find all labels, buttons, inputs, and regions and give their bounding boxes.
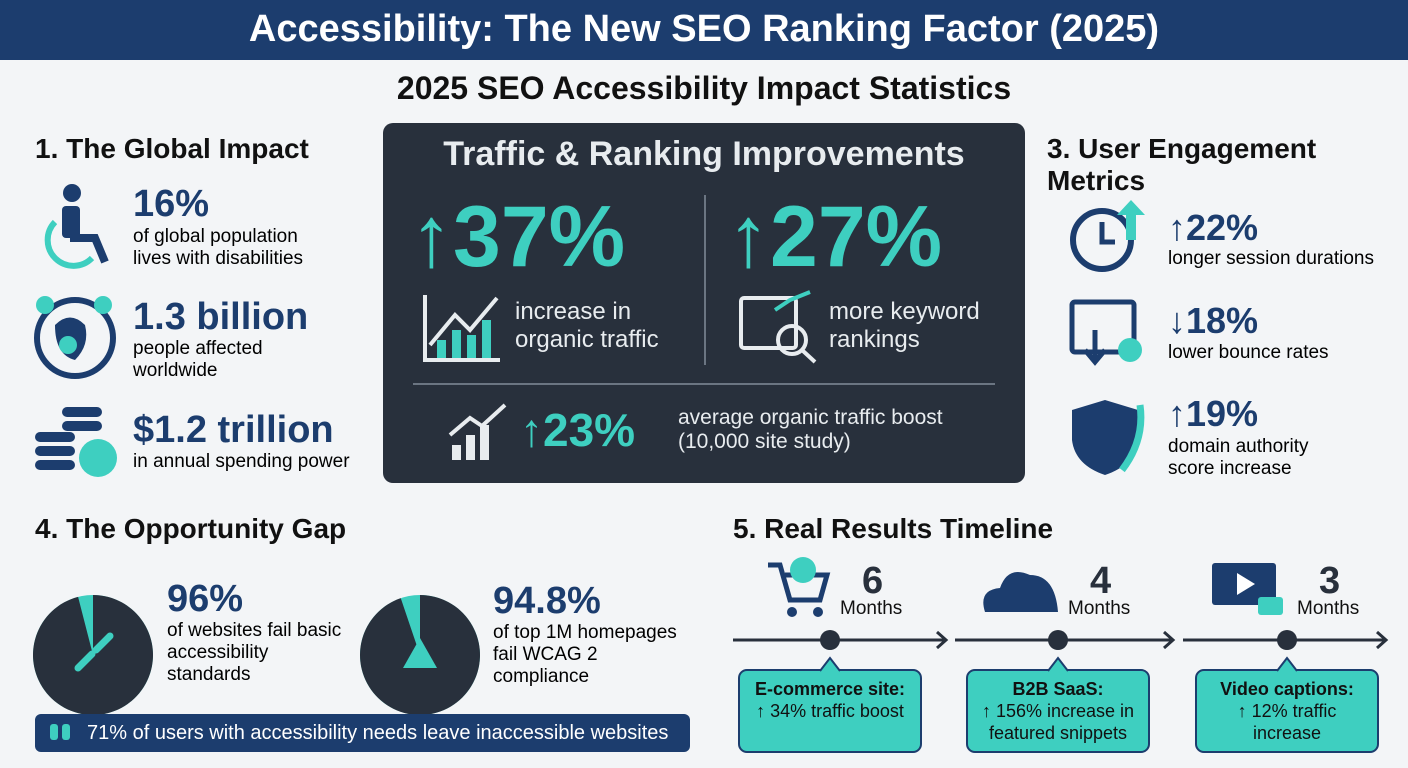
stat-text: people affected worldwide bbox=[133, 338, 263, 381]
box-pointer bbox=[1276, 656, 1298, 672]
stat: 16% bbox=[133, 183, 210, 225]
timeline-unit: Months bbox=[840, 598, 903, 619]
panel-heading: Traffic & Ranking Improvements bbox=[443, 135, 965, 173]
timeline-icons bbox=[768, 557, 1283, 617]
stat: 1.3 billion bbox=[133, 296, 309, 338]
coins-icon bbox=[35, 407, 117, 477]
timeline-dot bbox=[1048, 630, 1068, 650]
timeline-dot bbox=[820, 630, 840, 650]
subtitle: 2025 SEO Accessibility Impact Statistics bbox=[396, 70, 1012, 106]
stat-text: of top 1M homepages fail WCAG 2 complian… bbox=[493, 622, 677, 687]
stat-text: longer session durations bbox=[1168, 248, 1374, 269]
stat-text: domain authority score increase bbox=[1168, 436, 1309, 479]
quote-icon bbox=[50, 724, 58, 740]
stat: ↑19% bbox=[1168, 393, 1259, 434]
stat-text: increase in organic traffic bbox=[515, 298, 659, 353]
section-heading: 4. The Opportunity Gap bbox=[35, 513, 347, 544]
stat: $1.2 trillion bbox=[133, 409, 334, 451]
result-text: ↑ 34% traffic boost bbox=[756, 701, 904, 721]
stat-text: of websites fail basic accessibility sta… bbox=[167, 620, 342, 685]
quote-bar bbox=[35, 714, 690, 752]
stat-text: average organic traffic boost (10,000 si… bbox=[678, 406, 943, 454]
chart-icon bbox=[423, 295, 500, 362]
result-title: B2B SaaS: bbox=[1012, 679, 1104, 699]
box-pointer bbox=[1047, 656, 1069, 672]
result-text: ↑ 156% increase in featured snippets bbox=[981, 701, 1135, 743]
bounce-icon bbox=[1069, 299, 1142, 366]
stat-text: of global population lives with disabili… bbox=[133, 226, 304, 269]
stat-text: more keyword rankings bbox=[829, 298, 980, 353]
quote-icon bbox=[62, 724, 70, 740]
stat: 96% bbox=[167, 578, 244, 620]
stat: ↑22% bbox=[1168, 207, 1259, 248]
timeline-unit: Months bbox=[1297, 598, 1360, 619]
timeline-number: 4 bbox=[1090, 560, 1112, 602]
title: Accessibility: The New SEO Ranking Facto… bbox=[248, 8, 1160, 50]
stat: ↓18% bbox=[1168, 300, 1259, 341]
stat: ↑23% bbox=[520, 404, 636, 456]
timeline-dot bbox=[1277, 630, 1297, 650]
search-icon bbox=[739, 290, 817, 364]
result-title: Video captions: bbox=[1220, 679, 1354, 699]
section-heading: 5. Real Results Timeline bbox=[733, 513, 1054, 544]
stat: ↑37% bbox=[410, 189, 626, 285]
stat: ↑27% bbox=[727, 189, 943, 285]
stat-text: lower bounce rates bbox=[1168, 342, 1329, 363]
section-heading: 3. User Engagement Metrics bbox=[1047, 133, 1317, 197]
broken-link-icon bbox=[74, 632, 114, 672]
shield-icon bbox=[1072, 400, 1145, 475]
section-heading: 1. The Global Impact bbox=[35, 133, 309, 164]
quote: 71% of users with accessibility needs le… bbox=[87, 722, 669, 744]
growth-icon bbox=[448, 403, 507, 460]
wheelchair-icon bbox=[44, 184, 109, 269]
result-title: E-commerce site: bbox=[754, 679, 906, 699]
box-pointer bbox=[819, 656, 841, 672]
timeline-unit: Months bbox=[1068, 598, 1131, 619]
timeline-number: 6 bbox=[862, 560, 884, 602]
warning-icon bbox=[403, 638, 437, 668]
clock-icon bbox=[1070, 200, 1145, 272]
stat: 94.8% bbox=[493, 580, 601, 622]
result-text: ↑ 12% traffic increase bbox=[1237, 701, 1337, 743]
globe-icon bbox=[34, 296, 116, 379]
header-band bbox=[0, 0, 1408, 60]
stat-text: in annual spending power bbox=[133, 451, 350, 472]
timeline-number: 3 bbox=[1319, 560, 1341, 602]
